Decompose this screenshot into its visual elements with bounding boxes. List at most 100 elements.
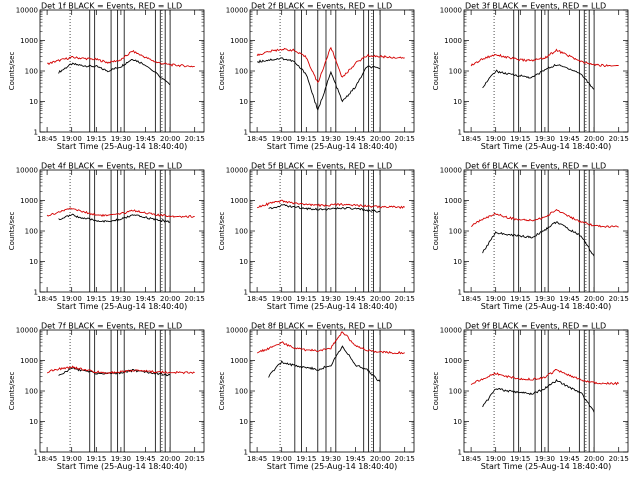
- x-tick-label: 19:00: [486, 455, 506, 463]
- x-tick-label: 19:00: [272, 295, 292, 303]
- x-axis-label: Start Time (25-Aug-14 18:40:40): [481, 302, 612, 311]
- y-tick-label: 100: [449, 68, 462, 76]
- y-tick-label: 100: [235, 388, 248, 396]
- y-tick-label: 10: [453, 258, 462, 266]
- x-axis-label: Start Time (25-Aug-14 18:40:40): [57, 142, 188, 151]
- y-tick-label: 1: [458, 129, 462, 137]
- y-tick-label: 10000: [440, 7, 462, 15]
- x-tick-label: 19:45: [345, 455, 365, 463]
- y-tick-label: 1000: [230, 197, 248, 205]
- panel-2: Det 2f BLACK = Events, RED = LLD 1 10 100 10…: [218, 2, 415, 152]
- x-tick-label: 18:45: [247, 295, 267, 303]
- y-tick-label: 10000: [440, 167, 462, 175]
- x-axis-label: Start Time (25-Aug-14 18:40:40): [267, 462, 398, 471]
- x-tick-label: 20:00: [584, 135, 604, 143]
- x-axis-label: Start Time (25-Aug-14 18:40:40): [267, 142, 398, 151]
- x-tick-label: 19:15: [510, 135, 530, 143]
- x-tick-label: 19:00: [62, 135, 82, 143]
- x-tick-label: 18:45: [461, 135, 481, 143]
- x-tick-label: 19:30: [111, 455, 131, 463]
- y-tick-label: 10: [29, 98, 38, 106]
- y-tick-label: 100: [25, 68, 38, 76]
- panel-title: Det 4f BLACK = Events, RED = LLD: [41, 162, 182, 171]
- y-tick-label: 100: [449, 228, 462, 236]
- panel-title: Det 9f BLACK = Events, RED = LLD: [465, 322, 606, 331]
- y-tick-label: 1000: [20, 37, 38, 45]
- events-series-line: [268, 345, 381, 383]
- x-tick-label: 20:15: [395, 295, 415, 303]
- x-tick-label: 20:00: [370, 295, 390, 303]
- x-tick-label: 18:45: [461, 295, 481, 303]
- x-tick-label: 19:30: [535, 295, 555, 303]
- lld-series-line: [470, 369, 620, 386]
- x-tick-label: 19:15: [86, 295, 106, 303]
- y-tick-label: 1: [34, 289, 38, 297]
- y-tick-label: 1000: [444, 197, 462, 205]
- y-tick-label: 1: [244, 449, 248, 457]
- y-tick-label: 1: [458, 289, 462, 297]
- lld-series-line: [47, 49, 195, 68]
- x-tick-label: 19:15: [510, 455, 530, 463]
- x-tick-label: 19:00: [486, 135, 506, 143]
- x-tick-label: 19:00: [62, 295, 82, 303]
- y-axis-label: Counts/sec: [8, 212, 16, 251]
- x-tick-label: 19:00: [62, 455, 82, 463]
- y-axis-label: Counts/sec: [8, 52, 16, 91]
- plot-frame: [463, 9, 629, 133]
- x-axis-label: Start Time (25-Aug-14 18:40:40): [57, 462, 188, 471]
- x-tick-label: 19:15: [296, 295, 316, 303]
- x-tick-label: 19:45: [345, 295, 365, 303]
- x-tick-label: 20:15: [609, 295, 629, 303]
- x-tick-label: 20:15: [609, 135, 629, 143]
- x-tick-label: 18:45: [247, 135, 267, 143]
- lld-series-line: [470, 48, 619, 68]
- panel-6: Det 6f BLACK = Events, RED = LLD 1 10 100 10…: [432, 162, 629, 312]
- panel-title: Det 8f BLACK = Events, RED = LLD: [251, 322, 392, 331]
- y-tick-label: 1000: [20, 357, 38, 365]
- events-series-line: [257, 57, 381, 111]
- y-tick-label: 100: [235, 68, 248, 76]
- x-tick-label: 19:30: [321, 135, 341, 143]
- y-tick-label: 1000: [20, 197, 38, 205]
- panel-9: Det 9f BLACK = Events, RED = LLD 1 10 100 10…: [432, 322, 629, 472]
- events-series-line: [58, 59, 171, 86]
- plot-frame: [39, 169, 205, 293]
- lld-series-line: [470, 208, 619, 228]
- y-axis-label: Counts/sec: [218, 212, 226, 251]
- events-series-line: [482, 63, 595, 90]
- y-tick-label: 10000: [16, 167, 38, 175]
- plot-frame: [39, 329, 205, 453]
- x-tick-label: 20:00: [160, 455, 180, 463]
- plot-frame: [463, 169, 629, 293]
- y-tick-label: 1000: [230, 357, 248, 365]
- x-tick-label: 20:00: [370, 455, 390, 463]
- x-tick-label: 19:15: [510, 295, 530, 303]
- x-tick-label: 19:45: [135, 295, 155, 303]
- lld-series-line: [257, 199, 405, 209]
- y-tick-label: 1: [244, 129, 248, 137]
- panel-4: Det 4f BLACK = Events, RED = LLD 1 10 100 10…: [8, 162, 205, 312]
- x-tick-label: 19:00: [272, 135, 292, 143]
- panel-title: Det 2f BLACK = Events, RED = LLD: [251, 2, 392, 11]
- y-axis-label: Counts/sec: [218, 52, 226, 91]
- panel-title: Det 1f BLACK = Events, RED = LLD: [41, 2, 182, 11]
- x-tick-label: 19:30: [535, 455, 555, 463]
- x-tick-label: 19:45: [135, 135, 155, 143]
- y-tick-label: 1000: [230, 37, 248, 45]
- x-tick-label: 20:00: [160, 295, 180, 303]
- panel-title: Det 3f BLACK = Events, RED = LLD: [465, 2, 606, 11]
- y-tick-label: 1: [34, 449, 38, 457]
- y-axis-label: Counts/sec: [432, 212, 440, 251]
- x-tick-label: 19:15: [296, 135, 316, 143]
- x-tick-label: 19:00: [272, 455, 292, 463]
- events-series-line: [482, 221, 595, 257]
- y-tick-label: 10000: [226, 327, 248, 335]
- panel-5: Det 5f BLACK = Events, RED = LLD 1 10 100 10…: [218, 162, 415, 312]
- y-tick-label: 10: [29, 258, 38, 266]
- panel-3: Det 3f BLACK = Events, RED = LLD 1 10 100 10…: [432, 2, 629, 152]
- panel-title: Det 5f BLACK = Events, RED = LLD: [251, 162, 392, 171]
- y-tick-label: 1000: [444, 357, 462, 365]
- y-axis-label: Counts/sec: [218, 372, 226, 411]
- panel-1: Det 1f BLACK = Events, RED = LLD 1 10 100 10…: [8, 2, 205, 152]
